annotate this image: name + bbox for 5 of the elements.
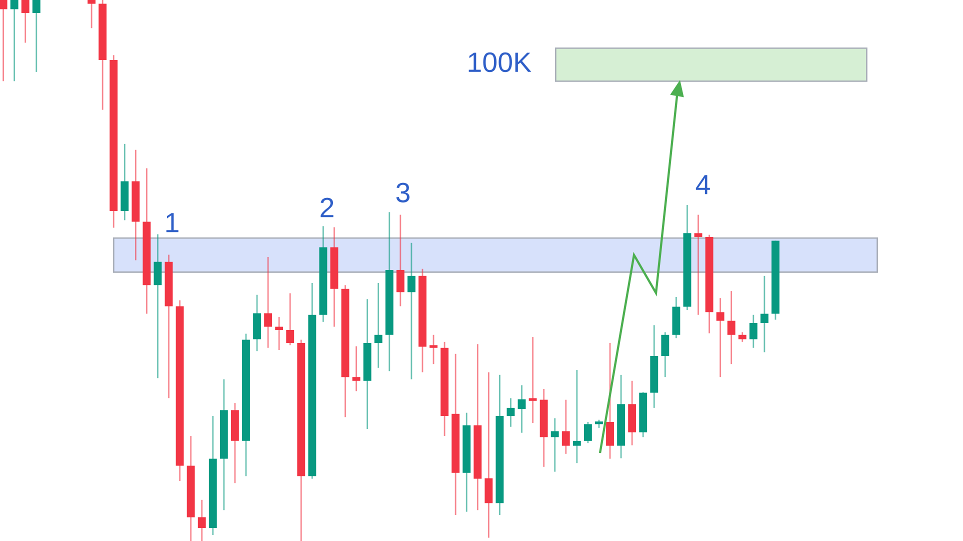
band-label: 100K xyxy=(468,52,532,72)
annotation: 2 xyxy=(320,198,334,218)
annotation: 1 xyxy=(166,213,178,232)
annotation: 4 xyxy=(696,175,710,194)
annotation: 3 xyxy=(396,182,410,202)
